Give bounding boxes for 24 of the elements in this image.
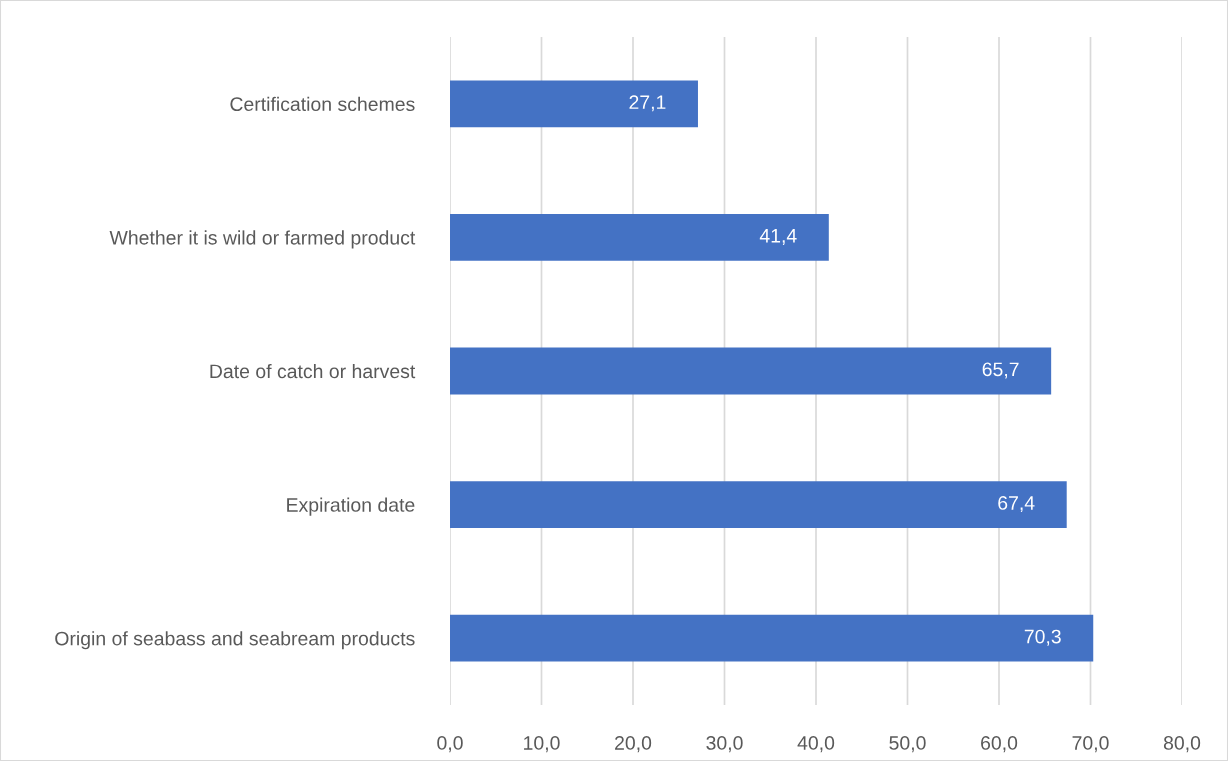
data-label: 27,1 [629,95,666,112]
x-tick-label: 60,0 [981,736,1018,753]
x-tick-label: 20,0 [615,736,652,753]
y-tick-label: Date of catch or harvest [210,363,416,379]
bar [450,214,829,261]
x-tick-label: 50,0 [889,736,926,753]
x-tick-label: 80,0 [1163,736,1201,753]
data-label: 70,3 [1024,629,1061,646]
y-tick-label: Certification schemes [230,96,415,112]
y-tick-label: Origin of seabass and seabream products [55,631,415,650]
x-tick-label: 10,0 [524,736,560,753]
x-tick-label: 70,0 [1072,736,1109,753]
data-label: 65,7 [982,362,1019,379]
data-label: 41,4 [759,229,797,245]
data-label: 67,4 [998,496,1035,513]
y-tick-label: Whether it is wild or farmed product [109,230,416,249]
y-tick-label: Expiration date [287,497,415,516]
bar [450,80,698,128]
x-tick-label: 30,0 [706,736,743,753]
x-tick-label: 0,0 [437,736,463,753]
x-tick-label: 40,0 [797,736,835,753]
bar [450,347,1052,395]
bar [450,614,1094,662]
bar [450,481,1067,528]
